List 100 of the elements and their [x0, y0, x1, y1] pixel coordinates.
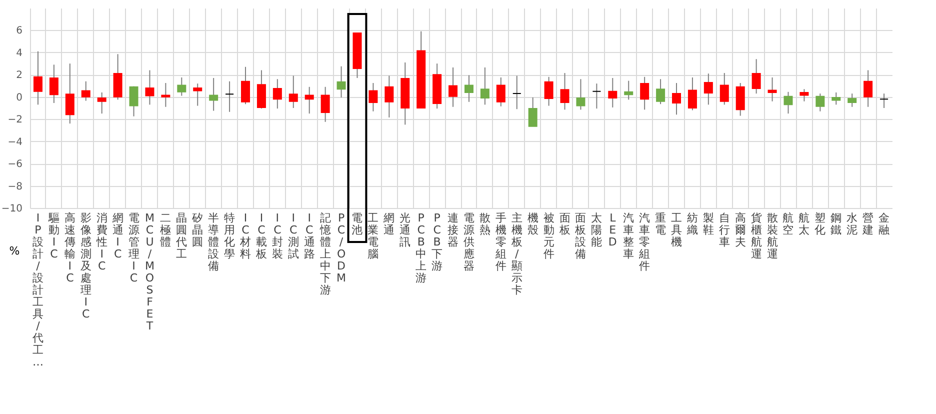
candlestick [480, 66, 490, 106]
x-tick-label: 電源供應器 [463, 212, 474, 272]
category-label: 影像感測及處理IC [80, 212, 92, 320]
x-tick-label: 紡織 [686, 212, 698, 236]
candlestick [320, 86, 330, 122]
x-tick-label: 二極體 [160, 212, 172, 248]
candlestick [832, 92, 841, 106]
candlestick [304, 86, 314, 114]
candlestick [544, 76, 554, 106]
candlestick [880, 93, 889, 108]
candlestick [512, 75, 522, 110]
candlestick [81, 80, 90, 102]
x-tick-label: PCB下游 [432, 212, 443, 272]
x-tick-label: 晶圓代工 [175, 212, 188, 260]
candlestick [800, 88, 809, 102]
candlestick [368, 82, 378, 112]
x-tick-label: 面板設備 [574, 212, 586, 260]
candlestick [384, 75, 394, 118]
x-tick-label: 航太 [798, 212, 810, 236]
x-tick-label: PC/ODM [336, 212, 346, 284]
x-tick-label: IC封裝 [272, 212, 283, 260]
candlestick [704, 73, 713, 106]
candlestick [225, 80, 234, 112]
candlestick [720, 72, 729, 106]
x-tick-label: 驅動IC [47, 212, 60, 260]
x-tick-label: 金融 [878, 212, 890, 236]
x-tick-label: 手機零組件 [494, 212, 506, 272]
y-tick-label: 6 [16, 26, 22, 37]
candlestick [848, 93, 857, 108]
y-tick-label: 0 [16, 92, 22, 104]
x-tick-label: PCB中上游 [416, 212, 427, 284]
x-tick-label: 水泥 [846, 212, 858, 236]
candlestick [464, 74, 474, 102]
candlestick [656, 78, 666, 105]
candlestick [33, 50, 42, 106]
x-tick-label: 網通 [382, 212, 395, 236]
candlestick [784, 91, 793, 114]
x-tick-label: 自行車 [718, 212, 730, 248]
x-tick-label: 高爾夫 [734, 212, 746, 248]
x-tick-label: 連接器 [448, 212, 459, 248]
candlestick [816, 93, 825, 112]
x-tick-label: IC材料 [239, 212, 251, 260]
y-tick-label: −10 [1, 204, 22, 214]
x-tick-label: 營建 [862, 212, 874, 236]
x-tick-label: LED [608, 212, 617, 248]
x-tick-label: 鋼鐵 [830, 212, 842, 236]
x-tick-label: 汽車整車 [623, 212, 634, 260]
x-tick-label: 塑化 [814, 212, 826, 236]
candlestick [576, 78, 586, 110]
x-tick-label: 消費性IC [95, 212, 108, 272]
x-tick-label: 特用化學 [224, 212, 236, 260]
candlestick [448, 66, 458, 108]
candlestick [496, 76, 506, 107]
candlestick [608, 78, 618, 108]
candlestick [272, 78, 282, 110]
x-tick-label: 航空 [782, 212, 794, 236]
candlestick [864, 70, 873, 108]
candlestick [592, 83, 602, 110]
candlestick [528, 96, 538, 127]
x-tick-label: 網通IC [111, 212, 124, 260]
candlestick [177, 76, 186, 96]
x-tick-label: 工具機 [671, 212, 682, 248]
x-tick-label: 半導體設備 [208, 212, 220, 272]
candlestick [688, 76, 697, 111]
x-tick-label: 機殼 [527, 212, 538, 236]
candlestick [672, 82, 681, 116]
x-tick-label: 重電 [655, 212, 666, 236]
category-label: MCU/MOSFET [144, 212, 154, 332]
x-tick-label: IC通路 [304, 212, 315, 260]
candlestick [49, 64, 58, 104]
candlestick [161, 82, 170, 108]
candlestick [752, 58, 761, 94]
y-tick-label: 2 [16, 70, 22, 82]
x-tick-label: 主機板/顯示卡 [510, 212, 522, 296]
x-tick-label: 電池 [352, 212, 363, 236]
x-tick-label: 面板 [558, 212, 570, 236]
x-tick-label: 矽晶圓 [191, 212, 204, 248]
x-tick-label: 工業電腦 [368, 212, 379, 260]
y-tick-label: −6 [8, 159, 22, 170]
x-tick-label: 記憶體上中下游 [318, 212, 331, 296]
candlestick [560, 72, 570, 110]
candlestick [209, 78, 218, 112]
candlestick [768, 76, 777, 102]
candlestick [336, 66, 346, 98]
y-tick-label: −2 [8, 114, 22, 126]
x-tick-label: 製鞋 [702, 212, 714, 236]
candlestick [288, 75, 298, 108]
x-tick-label: 被動元件 [543, 212, 554, 260]
candlestick [113, 54, 122, 100]
x-tick-label: IC測試 [288, 212, 299, 260]
y-tick-label: −4 [8, 136, 22, 148]
x-tick-label: 高速傳輸IC [64, 212, 76, 284]
candlestick [241, 66, 250, 105]
x-tick-label: 汽車零組件 [638, 212, 650, 272]
candlestick [193, 83, 202, 106]
x-tick-label: 太陽能 [591, 212, 602, 248]
candlestick [640, 76, 650, 110]
candlestick [145, 70, 154, 106]
x-tick-label: 光通訊 [400, 212, 411, 248]
x-tick-label: 散裝航運 [766, 212, 778, 260]
